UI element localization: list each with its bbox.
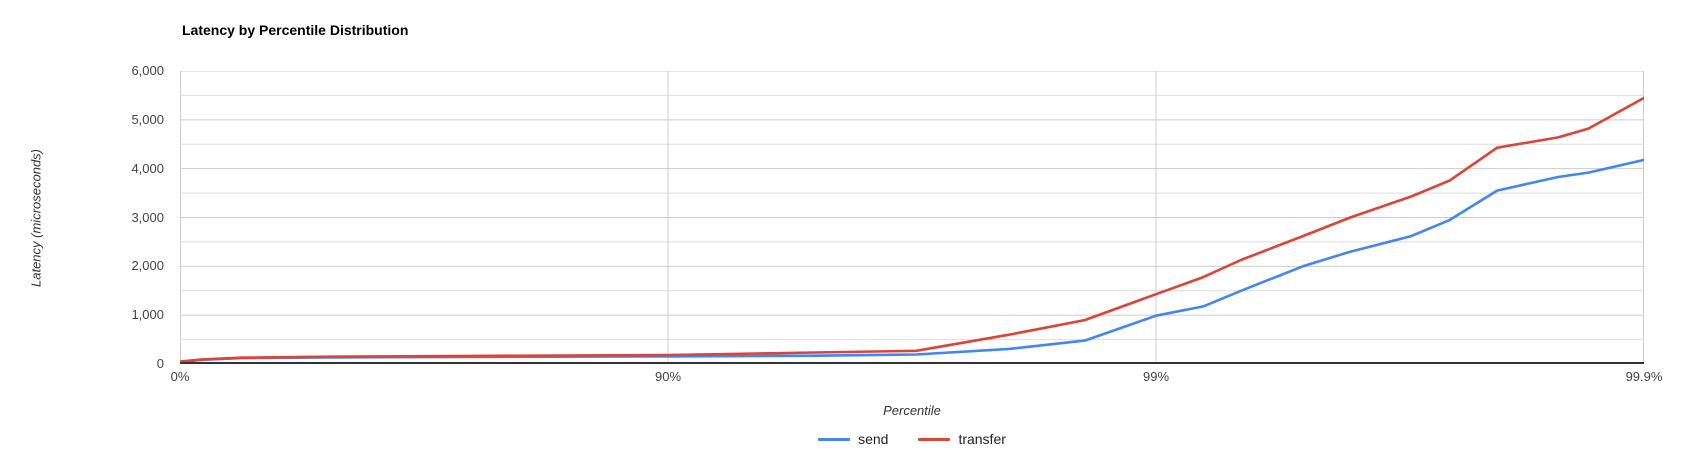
- transfer-series-line: [180, 96, 1644, 363]
- legend-item-transfer: transfer: [918, 431, 1006, 447]
- transfer-line-swatch-icon: [918, 437, 951, 441]
- y-tick-label: 4,000: [131, 160, 164, 176]
- y-tick-label: 0: [156, 356, 164, 371]
- x-tick-label: 99%: [1142, 369, 1170, 384]
- y-tick-label: 1,000: [131, 307, 164, 323]
- legend-item-send: send: [818, 431, 888, 447]
- x-tick-label: 90%: [654, 369, 682, 384]
- plot-area: [180, 71, 1644, 364]
- send-line-swatch-icon: [818, 437, 851, 441]
- legend-label-transfer: transfer: [958, 431, 1006, 447]
- y-tick-label: 3,000: [131, 209, 164, 225]
- x-axis-title: Percentile: [883, 403, 941, 418]
- chart-title: Latency by Percentile Distribution: [182, 22, 409, 38]
- legend-label-send: send: [858, 431, 889, 447]
- chart-legend: send transfer: [180, 431, 1644, 447]
- y-tick-label: 6,000: [131, 63, 164, 78]
- x-tick-label: 0%: [170, 369, 190, 384]
- x-tick-label: 99.9%: [1625, 369, 1663, 384]
- y-tick-label: 2,000: [131, 258, 164, 274]
- y-tick-label: 5,000: [131, 111, 164, 127]
